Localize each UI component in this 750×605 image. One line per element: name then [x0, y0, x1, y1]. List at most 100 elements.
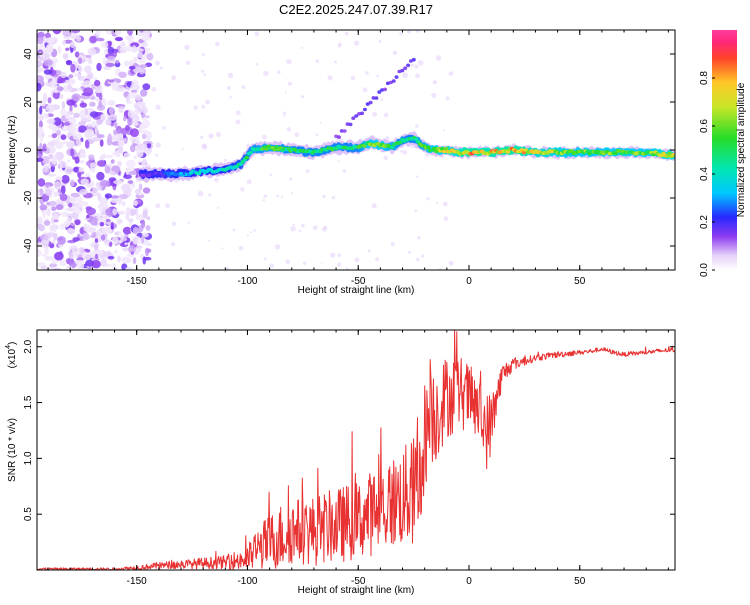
scatter-dot [327, 75, 333, 81]
noise-blob [91, 136, 101, 142]
noise-blob [130, 89, 138, 93]
noise-blob [52, 191, 60, 196]
noise-blob [37, 36, 44, 45]
scatter-dot [320, 261, 323, 264]
noise-blob [110, 198, 119, 204]
scatter-dot [229, 95, 232, 99]
track-core [440, 147, 445, 151]
noise-blob [62, 39, 66, 46]
noise-blob [118, 71, 127, 79]
x-tick-label: -100 [237, 276, 257, 287]
scatter-dot [201, 104, 206, 109]
scatter-dot [415, 73, 420, 79]
noise-blob [60, 71, 67, 79]
scatter-dot [416, 257, 420, 262]
noise-blob [118, 133, 123, 138]
scatter-dot [431, 92, 437, 99]
y-tick-label: -40 [23, 238, 34, 253]
streak-dot [403, 66, 408, 70]
noise-blob [52, 91, 61, 100]
scatter-dot [315, 133, 319, 137]
streak-dot [391, 79, 396, 83]
noise-blob [76, 35, 82, 42]
noise-blob [85, 55, 92, 59]
scatter-dot [262, 134, 267, 140]
noise-blob [130, 42, 140, 48]
scatter-dot [184, 44, 190, 50]
scatter-dot [171, 221, 177, 226]
noise-blob [118, 236, 128, 242]
noise-blob [74, 219, 81, 226]
snr-multiplier-close: ) [7, 342, 18, 345]
noise-blob [100, 234, 106, 241]
noise-blob [54, 151, 65, 161]
scatter-dot [291, 192, 294, 195]
noise-blob [141, 41, 148, 48]
noise-blob [108, 113, 118, 121]
noise-blob [125, 266, 133, 270]
noise-blob [146, 52, 154, 61]
noise-blob [104, 165, 111, 174]
noise-blob [56, 129, 61, 136]
noise-blob [73, 112, 80, 119]
noise-blob [146, 143, 152, 149]
noise-blob [120, 41, 126, 46]
x-tick-label: -100 [237, 576, 257, 587]
scatter-dot [322, 194, 326, 199]
snr-ylabel: SNR (10 * v/v) [7, 418, 18, 482]
noise-blob [57, 236, 66, 245]
scatter-dot [292, 223, 295, 227]
x-tick-label: -50 [351, 276, 366, 287]
scatter-dot [418, 60, 424, 66]
scatter-dot [155, 104, 161, 110]
noise-blob [83, 224, 92, 233]
noise-blob [68, 246, 75, 251]
noise-blob [101, 226, 111, 235]
noise-blob [79, 188, 88, 196]
snr-multiplier-exp: 4 [5, 345, 12, 349]
noise-blob [78, 201, 89, 207]
scatter-dot [421, 254, 425, 258]
noise-blob [135, 149, 144, 158]
scatter-dot [350, 75, 356, 81]
streak-dot [411, 57, 416, 62]
noise-blob [60, 134, 67, 140]
noise-blob [89, 217, 100, 226]
scatter-dot [283, 115, 286, 118]
noise-blob [42, 155, 50, 165]
noise-blob [128, 245, 136, 254]
noise-blob [125, 167, 129, 175]
noise-blob [108, 79, 115, 83]
noise-blob [145, 224, 151, 232]
noise-blob [89, 162, 98, 168]
scatter-dot [331, 195, 336, 200]
y-tick-label: 0.5 [23, 507, 34, 521]
noise-blob [115, 149, 120, 156]
streak-dot [351, 116, 356, 120]
scatter-dot [334, 60, 337, 64]
scatter-dot [354, 40, 360, 46]
noise-blob [42, 92, 48, 102]
noise-blob [122, 247, 129, 252]
noise-blob [117, 210, 126, 215]
noise-blob [37, 126, 44, 135]
noise-blob [133, 155, 138, 160]
noise-blob [51, 156, 58, 165]
noise-blob [66, 99, 75, 106]
scatter-dot [426, 197, 430, 201]
noise-blob [82, 232, 88, 239]
x-tick-label: 50 [574, 576, 586, 587]
noise-blob [99, 139, 104, 147]
noise-blob [59, 94, 64, 99]
noise-blob [85, 65, 92, 74]
scatter-dot [414, 209, 418, 213]
noise-blob [78, 66, 83, 73]
scatter-dot [294, 132, 300, 138]
noise-blob [134, 251, 140, 256]
noise-blob [78, 247, 85, 254]
noise-blob [138, 183, 143, 191]
scatter-dot [249, 231, 252, 234]
track-core [426, 145, 431, 150]
noise-blob [70, 192, 80, 198]
noise-blob [92, 187, 103, 192]
